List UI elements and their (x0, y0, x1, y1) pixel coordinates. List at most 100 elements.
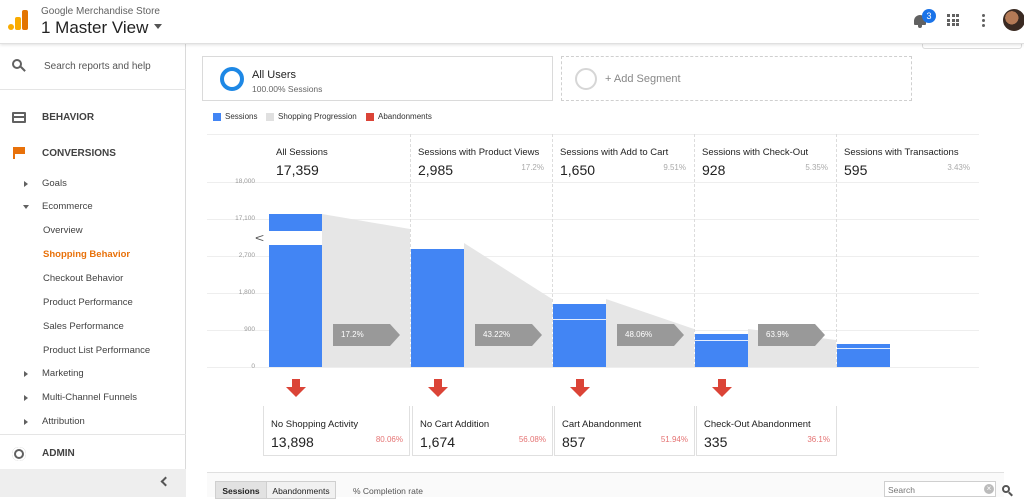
add-segment-button[interactable]: + Add Segment (561, 56, 912, 101)
stage-name: All Sessions (276, 147, 328, 158)
sessions-bar-transactions[interactable] (837, 344, 890, 367)
segment-ring-icon (220, 67, 244, 91)
collapse-sidebar-button[interactable] (0, 469, 186, 497)
stage-percent: 17.2% (521, 163, 544, 172)
grid-line (207, 367, 979, 368)
sidebar-section-conversions[interactable]: CONVERSIONS (0, 138, 186, 168)
abandonment-check-out-abandonment[interactable]: Check-Out Abandonment 335 36.1% (696, 406, 837, 456)
sidebar-section-admin[interactable]: ADMIN (0, 438, 186, 468)
sidebar-section-behavior[interactable]: BEHAVIOR (0, 102, 186, 132)
table-search-input[interactable] (888, 483, 978, 496)
sidebar-item-sales-performance[interactable]: Sales Performance (43, 321, 124, 332)
expand-arrow-icon (24, 395, 28, 401)
sidebar-item-multi-channel-funnels[interactable]: Multi-Channel Funnels (0, 387, 186, 409)
segment-subtitle: 100.00% Sessions (252, 84, 323, 94)
more-vert-icon[interactable] (982, 14, 985, 27)
progression-rate-2[interactable]: 43.22% (475, 324, 542, 346)
table-search[interactable]: × (884, 481, 996, 497)
sidebar-item-ecommerce[interactable]: Ecommerce (0, 196, 186, 218)
stage-percent: 5.35% (805, 163, 828, 172)
y-tick-label: 1,800 (238, 289, 255, 296)
abandonment-percent: 51.94% (660, 435, 688, 444)
bar-divider-line (553, 319, 606, 320)
search-input[interactable]: Search reports and help (44, 61, 151, 72)
stage-header-all-sessions: All Sessions 17,359 (269, 134, 410, 182)
tab-abandonments[interactable]: Abandonments (266, 481, 336, 499)
sidebar-item-product-performance[interactable]: Product Performance (43, 297, 133, 308)
sessions-bar-all-sessions[interactable] (269, 245, 322, 367)
sidebar-item-goals[interactable]: Goals (0, 173, 186, 195)
account-name[interactable]: Google Merchandise Store (41, 6, 160, 17)
sidebar-item-overview[interactable]: Overview (43, 225, 83, 236)
top-header: Google Merchandise Store 1 Master View 3 (0, 0, 1024, 44)
stage-count: 928 (702, 162, 726, 178)
abandonment-no-shopping-activity[interactable]: No Shopping Activity 13,898 80.06% (263, 406, 410, 456)
sessions-bar-top[interactable] (269, 214, 322, 231)
flag-icon (13, 147, 25, 159)
sidebar-search[interactable]: Search reports and help (0, 44, 186, 90)
progression-rate-3[interactable]: 48.06% (617, 324, 684, 346)
y-tick-label: 17,100 (235, 215, 255, 222)
bar-divider-line (695, 340, 748, 341)
axis-break-icon: < (254, 231, 265, 245)
progression-rate-4[interactable]: 63.9% (758, 324, 825, 346)
expand-arrow-icon (24, 371, 28, 377)
sidebar-item-shopping-behavior[interactable]: Shopping Behavior (43, 249, 131, 260)
divider (0, 434, 186, 435)
legend-sessions: Sessions (225, 112, 258, 121)
table-toolbar: Sessions Abandonments % Completion rate … (207, 472, 1004, 499)
abandonment-count: 857 (562, 434, 586, 450)
abandonment-arrow-icon (712, 379, 732, 399)
segment-card-all-users[interactable]: All Users 100.00% Sessions (202, 56, 553, 101)
abandonment-count: 1,674 (420, 434, 456, 450)
stage-header-product-views: Sessions with Product Views 2,985 17.2% (411, 134, 552, 182)
abandonment-arrow-icon (570, 379, 590, 399)
column-divider (836, 134, 837, 367)
completion-rate-toggle[interactable]: % Completion rate (353, 486, 423, 496)
legend-swatch-progression (266, 113, 274, 121)
y-tick-label: 18,000 (235, 178, 255, 185)
stage-name: Sessions with Check-Out (702, 147, 809, 158)
shopping-funnel: 18,000 17,100 2,700 1,800 900 0 All Sess… (187, 134, 1024, 464)
analytics-logo-icon[interactable] (8, 10, 28, 30)
stage-count: 2,985 (418, 162, 454, 178)
stage-count: 1,650 (560, 162, 596, 178)
search-icon[interactable] (1002, 485, 1014, 497)
clear-search-icon[interactable]: × (984, 484, 994, 494)
behavior-icon (12, 112, 26, 123)
view-selector[interactable]: 1 Master View (41, 18, 149, 37)
abandonment-cart-abandonment[interactable]: Cart Abandonment 857 51.94% (554, 406, 695, 456)
chevron-left-icon (160, 476, 171, 487)
sidebar-item-checkout-behavior[interactable]: Checkout Behavior (43, 273, 124, 284)
legend-swatch-sessions (213, 113, 221, 121)
sidebar-item-marketing[interactable]: Marketing (0, 363, 186, 385)
sessions-bar-add-to-cart[interactable] (553, 304, 606, 367)
stage-percent: 3.43% (947, 163, 970, 172)
avatar[interactable] (1003, 9, 1024, 31)
abandonment-count: 13,898 (271, 434, 314, 450)
tab-sessions[interactable]: Sessions (215, 481, 267, 499)
grid-line (207, 182, 979, 183)
grid-line (207, 256, 979, 257)
segment-name: All Users (252, 69, 297, 81)
progression-rate-1[interactable]: 17.2% (333, 324, 400, 346)
sidebar-item-attribution[interactable]: Attribution (0, 411, 186, 433)
sessions-bar-product-views[interactable] (411, 249, 464, 367)
sidebar-item-product-list-performance[interactable]: Product List Performance (43, 345, 151, 356)
notification-bell-icon[interactable] (913, 14, 927, 28)
sessions-bar-check-out[interactable] (695, 334, 748, 367)
stage-name: Sessions with Product Views (418, 147, 540, 158)
stage-name: Sessions with Transactions (844, 147, 959, 158)
main-content: All Users 100.00% Sessions + Add Segment… (187, 44, 1024, 499)
grid-line (207, 134, 979, 135)
stage-header-transactions: Sessions with Transactions 595 3.43% (837, 134, 978, 182)
y-tick-label: 2,700 (238, 252, 255, 259)
caret-down-icon[interactable] (154, 24, 162, 29)
expand-arrow-icon (24, 181, 28, 187)
abandonment-no-cart-addition[interactable]: No Cart Addition 1,674 56.08% (412, 406, 553, 456)
column-divider (410, 134, 411, 367)
apps-grid-icon[interactable] (947, 14, 959, 26)
sidebar: Search reports and help BEHAVIOR CONVERS… (0, 44, 186, 497)
collapse-arrow-icon (23, 205, 29, 209)
grid-line (207, 293, 979, 294)
